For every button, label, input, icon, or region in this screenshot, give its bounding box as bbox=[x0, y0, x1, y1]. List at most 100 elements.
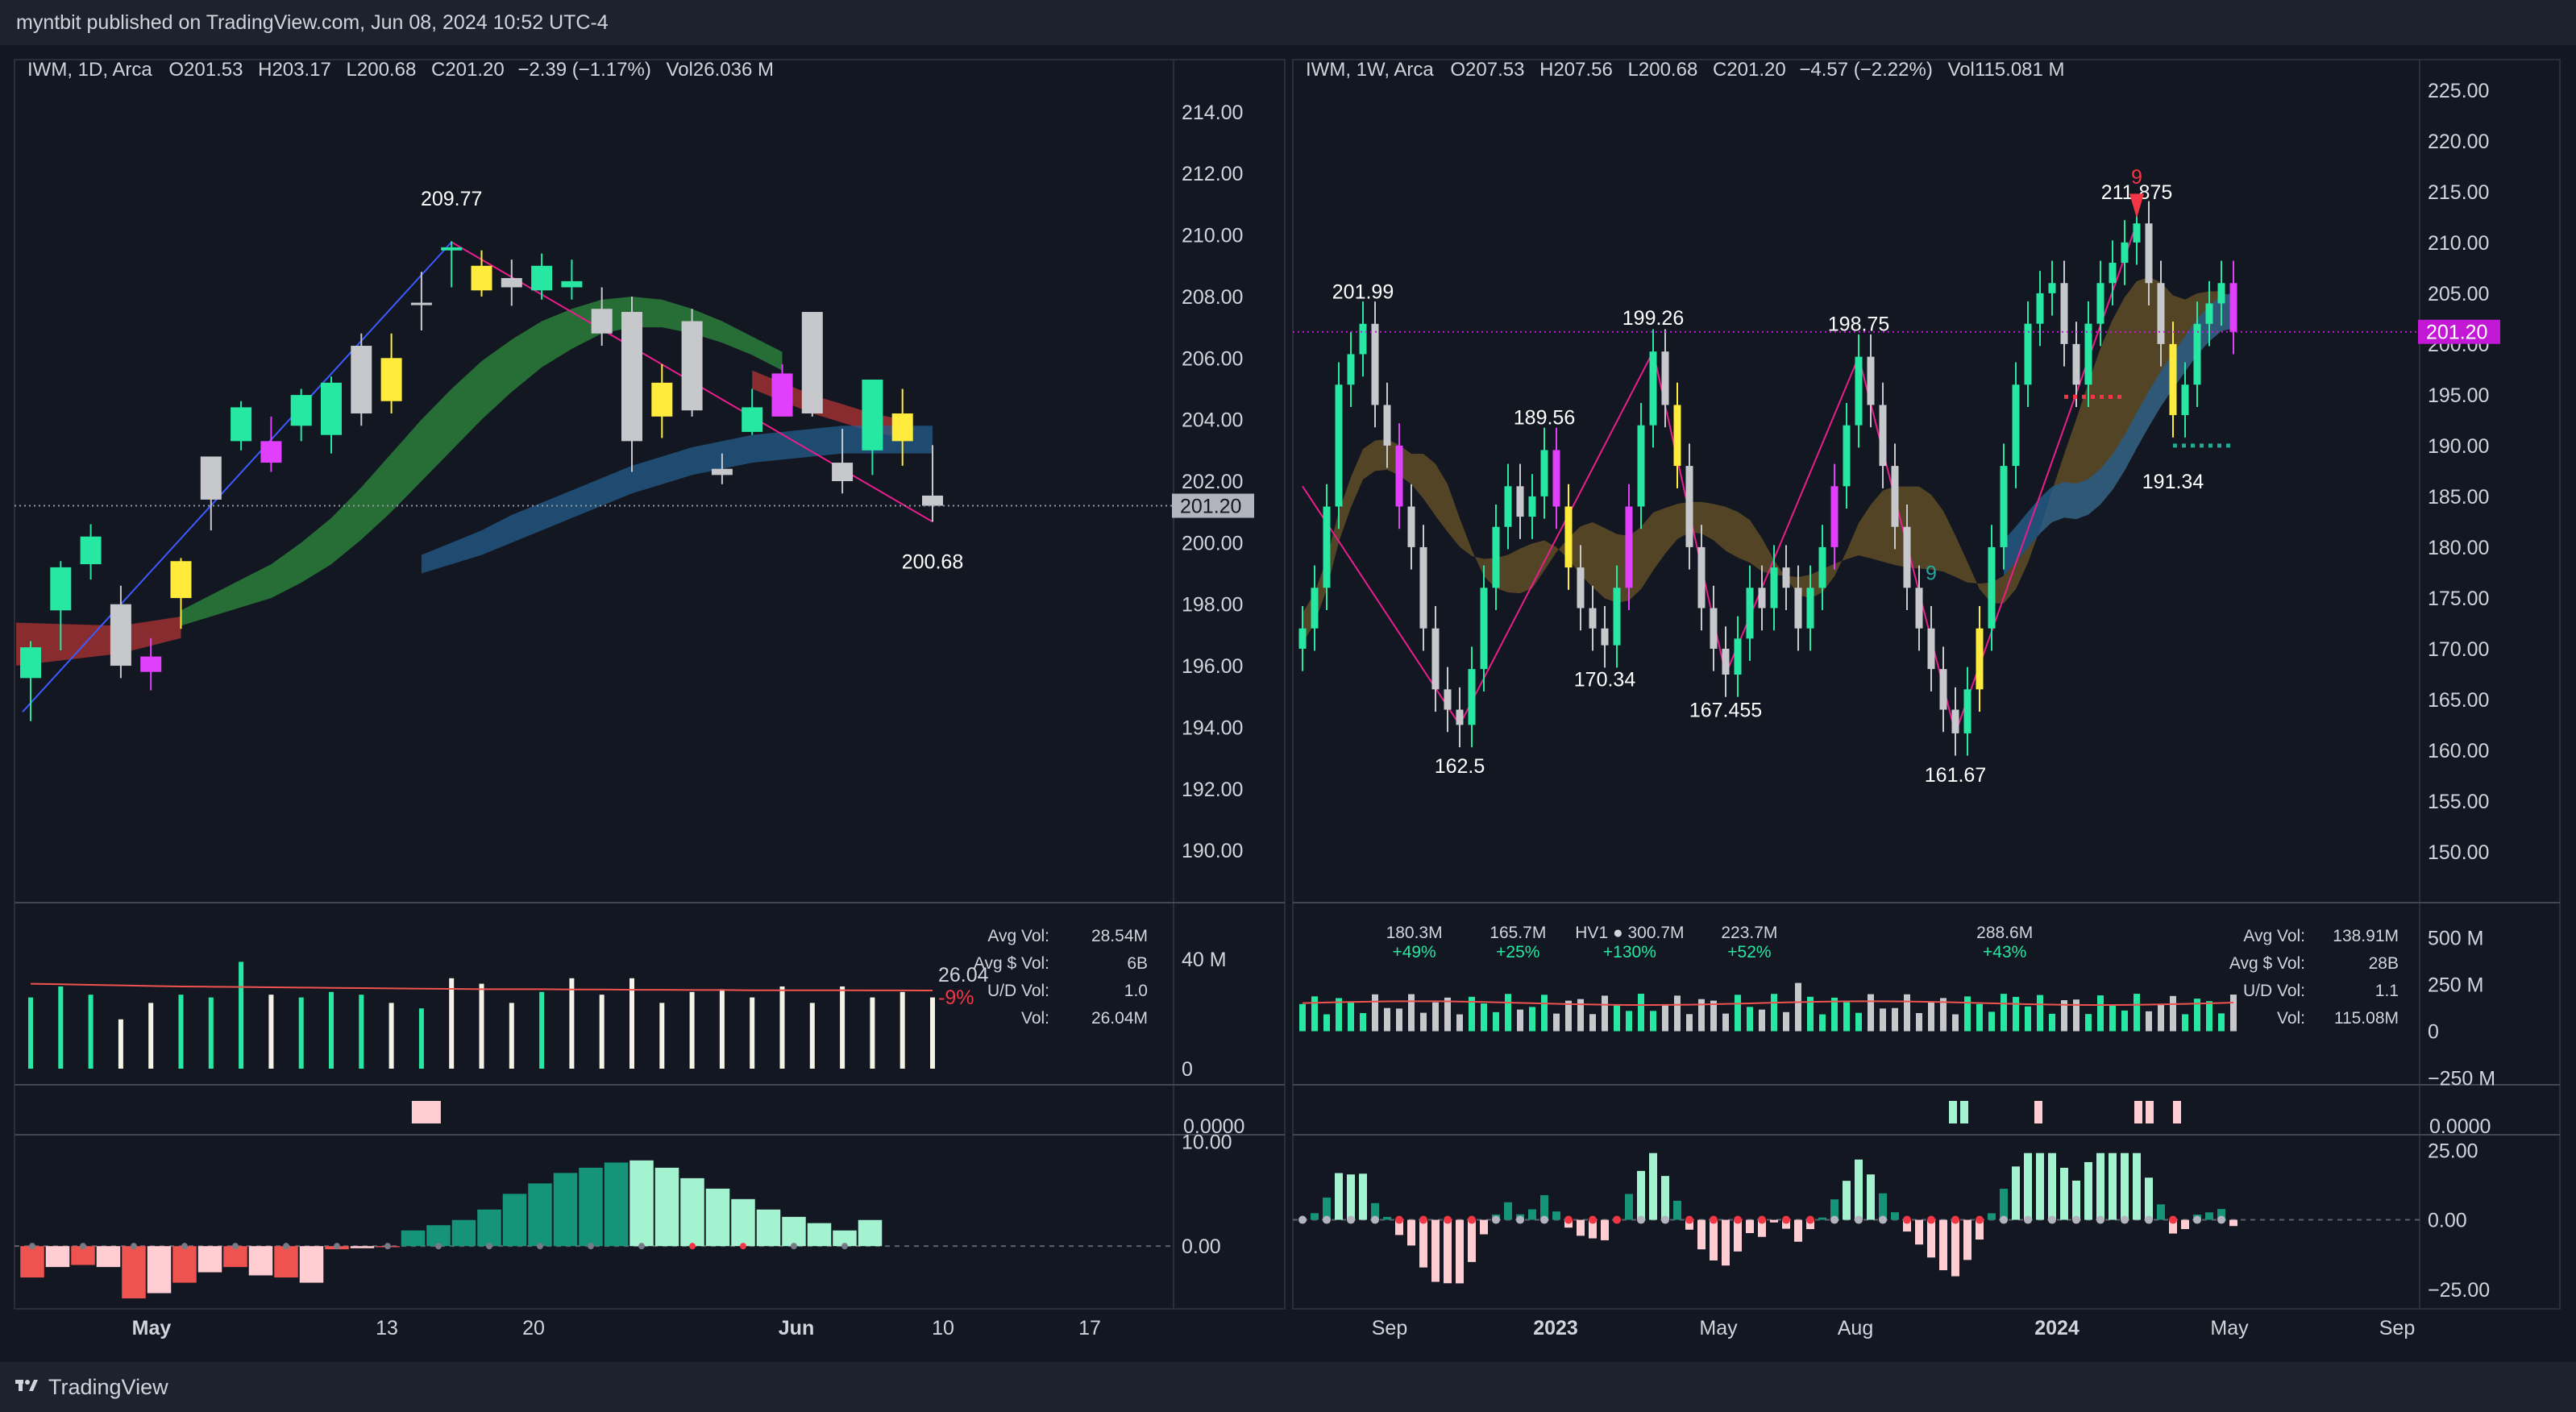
weekly-volume-bar bbox=[1976, 1003, 1983, 1032]
weekly-td-count: 9 bbox=[2131, 166, 2142, 189]
weekly-volume-bar bbox=[2073, 999, 2079, 1032]
weekly-volume-bar bbox=[2134, 994, 2140, 1032]
daily-oscillator-dot bbox=[384, 1243, 391, 1250]
daily-volume-bar bbox=[359, 995, 364, 1069]
weekly-candle bbox=[1746, 588, 1754, 639]
weekly-y-tick: 175.00 bbox=[2428, 588, 2489, 610]
weekly-y-tick: 155.00 bbox=[2428, 791, 2489, 813]
daily-y-tick: 204.00 bbox=[1182, 409, 1243, 432]
weekly-volume-bar bbox=[1928, 1002, 1934, 1032]
weekly-volume-annotation-change: +130% bbox=[1603, 943, 1656, 961]
weekly-candle bbox=[1444, 689, 1452, 710]
daily-oscillator-bar bbox=[858, 1219, 883, 1247]
weekly-oscillator-bar bbox=[1311, 1213, 1319, 1220]
weekly-oscillator-bar bbox=[1891, 1212, 1899, 1220]
weekly-candle bbox=[1456, 709, 1464, 725]
weekly-x-tick: 2024 bbox=[2034, 1317, 2079, 1339]
weekly-extreme-label: 161.67 bbox=[1925, 764, 1986, 787]
daily-oscillator-dot bbox=[334, 1243, 340, 1250]
weekly-volume-bar bbox=[1396, 1008, 1402, 1032]
footer-brand[interactable]: TradingView bbox=[48, 1375, 168, 1399]
daily-volume-bar bbox=[208, 997, 214, 1069]
weekly-oscillator-dot bbox=[2217, 1215, 2225, 1224]
weekly-volume-y-tick: −250 M bbox=[2428, 1068, 2495, 1090]
weekly-candle bbox=[1758, 588, 1766, 608]
publish-info: myntbit published on TradingView.com, Ju… bbox=[16, 11, 609, 34]
weekly-y-tick: 215.00 bbox=[2428, 181, 2489, 204]
daily-oscillator-bar bbox=[579, 1167, 603, 1247]
weekly-candle bbox=[1963, 689, 1971, 733]
weekly-oscillator-bar bbox=[1927, 1219, 1935, 1258]
daily-chart-panel[interactable]: 214.00 212.00 210.00 208.00 206.00 204.00 202.… bbox=[14, 59, 1286, 1339]
weekly-volume-y-tick: 500 M bbox=[2428, 927, 2483, 949]
weekly-oscillator-bar bbox=[1830, 1199, 1839, 1220]
daily-candle bbox=[711, 468, 733, 476]
weekly-volume-bar bbox=[1348, 1001, 1354, 1032]
weekly-oscillator-bar bbox=[1456, 1219, 1464, 1284]
daily-volume-stats: Avg Vol: 28.54M Avg $ Vol: 6B U/D Vol: 1.0 … bbox=[974, 927, 1148, 1028]
daily-volume-bar bbox=[900, 991, 905, 1069]
weekly-candle bbox=[2000, 466, 2008, 547]
weekly-volume-bar bbox=[1299, 1003, 1306, 1032]
weekly-x-tick: Sep bbox=[1372, 1317, 1407, 1339]
daily-candle bbox=[922, 495, 943, 506]
daily-candle bbox=[651, 382, 673, 417]
weekly-oscillator-dot bbox=[1806, 1215, 1814, 1224]
weekly-candle bbox=[1903, 526, 1911, 588]
svg-text:Vol:: Vol: bbox=[1021, 1009, 1049, 1028]
weekly-volume-annotation-change: +49% bbox=[1392, 943, 1435, 961]
daily-volume-bar bbox=[779, 986, 785, 1069]
weekly-volume-bar bbox=[1553, 1013, 1560, 1032]
daily-volume-bar bbox=[479, 983, 484, 1069]
daily-candle bbox=[681, 321, 703, 411]
weekly-volume-bar bbox=[1456, 1014, 1463, 1032]
weekly-high: 207.56 bbox=[1553, 59, 1612, 81]
daily-volume-bar bbox=[148, 1003, 154, 1069]
weekly-oscillator-bar bbox=[2133, 1152, 2141, 1220]
chart-canvas[interactable]: 214.00 212.00 210.00 208.00 206.00 204.00 202.… bbox=[0, 45, 2576, 1407]
weekly-oscillator-bar bbox=[2157, 1204, 2165, 1220]
weekly-volume-bar bbox=[1408, 994, 1415, 1032]
weekly-oscillator-bar bbox=[1468, 1219, 1476, 1262]
daily-vol: 26.036 M bbox=[693, 59, 774, 81]
daily-candle bbox=[471, 265, 492, 291]
daily-y-tick: 192.00 bbox=[1182, 779, 1243, 801]
daily-oscillator-bar bbox=[401, 1230, 426, 1247]
weekly-volume-bar bbox=[2061, 1000, 2067, 1032]
daily-volume-bar bbox=[268, 995, 274, 1069]
weekly-volume-bar bbox=[1819, 1014, 1826, 1032]
weekly-oscillator-dot bbox=[1444, 1215, 1452, 1224]
weekly-candle bbox=[1311, 588, 1319, 629]
weekly-chart-panel[interactable]: 225.00220.00215.00210.00205.00200.00195.… bbox=[1292, 59, 2561, 1339]
weekly-candle bbox=[1564, 506, 1573, 568]
daily-oscillator-dot bbox=[181, 1243, 188, 1250]
daily-avg-vol: 28.54M bbox=[1091, 927, 1148, 945]
daily-volume-bar bbox=[388, 1003, 394, 1069]
daily-oscillator-dot bbox=[29, 1243, 35, 1250]
weekly-oscillator-bar bbox=[1625, 1194, 1633, 1220]
daily-oscillator-bar bbox=[680, 1177, 704, 1247]
weekly-candle bbox=[2109, 263, 2117, 284]
daily-oscillator-bar bbox=[350, 1246, 375, 1248]
weekly-volume-bar bbox=[1892, 1007, 1898, 1032]
weekly-candle bbox=[1323, 506, 1331, 588]
daily-candle bbox=[891, 413, 913, 442]
weekly-volume-bar bbox=[1698, 999, 1705, 1032]
daily-volume-avg-line bbox=[30, 982, 933, 991]
weekly-volume-bar bbox=[2146, 1011, 2152, 1032]
weekly-volume-bar bbox=[2025, 1006, 2031, 1032]
weekly-oscillator-dot bbox=[1589, 1215, 1597, 1224]
weekly-volume-bar bbox=[2182, 1014, 2188, 1032]
daily-volume-bar bbox=[178, 995, 184, 1069]
daily-oscillator-dot bbox=[232, 1243, 239, 1250]
daily-volume-bar bbox=[689, 991, 695, 1069]
weekly-td-count: 9 bbox=[1926, 562, 1937, 584]
weekly-oscillator-dot bbox=[1395, 1215, 1403, 1224]
weekly-change: −4.57 (−2.22%) bbox=[1799, 59, 1932, 81]
weekly-volume-bar bbox=[1722, 1013, 1729, 1032]
daily-volume-bar bbox=[449, 978, 455, 1069]
daily-volume-bar bbox=[28, 997, 33, 1069]
weekly-x-tick: May bbox=[1699, 1317, 1738, 1339]
daily-y-tick: 206.00 bbox=[1182, 347, 1243, 370]
weekly-volume-bar bbox=[1481, 1003, 1487, 1032]
